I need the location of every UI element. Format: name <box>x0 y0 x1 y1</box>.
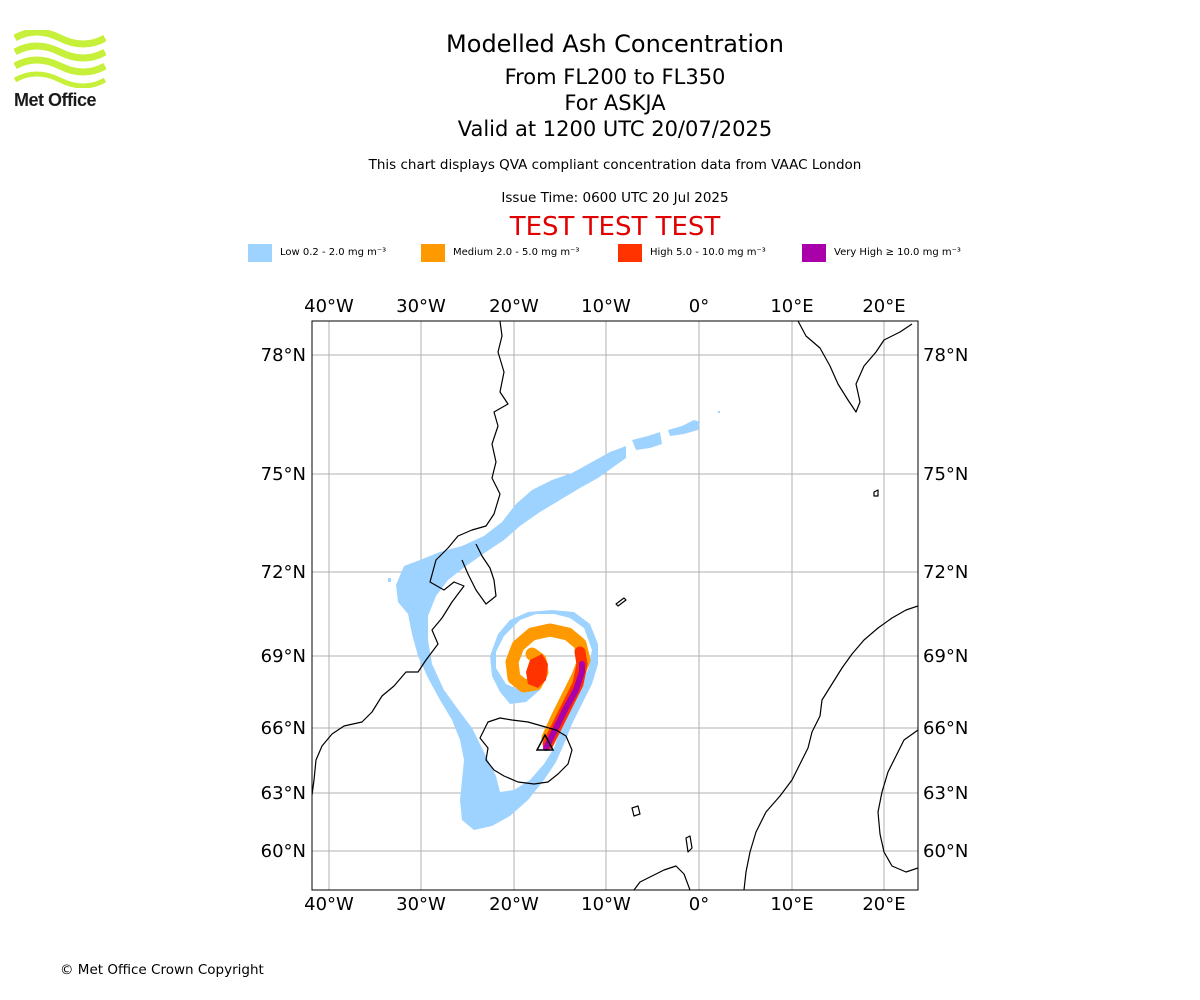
coast-jan-mayen <box>615 597 627 607</box>
lon-label: 40°W <box>304 894 354 915</box>
lat-label: 69°N <box>923 646 968 667</box>
lon-label: 30°W <box>396 296 446 317</box>
chart-title: Modelled Ash Concentration <box>446 30 784 58</box>
valid-time: Valid at 1200 UTC 20/07/2025 <box>457 117 773 141</box>
met-office-wave-icon <box>13 28 107 89</box>
lat-label: 66°N <box>261 718 306 739</box>
coast-scotland <box>633 865 691 890</box>
legend-label-medium: Medium 2.0 - 5.0 mg m⁻³ <box>453 247 580 258</box>
lon-label: 20°W <box>489 894 539 915</box>
ash-layer-low <box>388 411 720 830</box>
coastlines <box>312 321 918 890</box>
legend-swatch-high <box>618 244 642 262</box>
legend-swatch-medium <box>421 244 445 262</box>
volcano-triangle-icon <box>535 733 555 751</box>
lat-label: 60°N <box>261 841 306 862</box>
coast-greenland <box>312 321 509 796</box>
lon-label: 20°W <box>489 296 539 317</box>
lat-labels-right: 78°N 75°N 72°N 69°N 66°N 63°N 60°N <box>923 345 968 862</box>
copyright-notice: © Met Office Crown Copyright <box>60 962 264 978</box>
coast-bear-island <box>873 489 879 497</box>
lon-label: 30°W <box>396 894 446 915</box>
coast-greenland-fjords <box>461 543 497 605</box>
lon-labels-top: 40°W 30°W 20°W 10°W 0° 10°E 20°E <box>304 296 905 317</box>
lat-label: 63°N <box>923 783 968 804</box>
lon-label: 20°E <box>862 894 905 915</box>
lon-label: 0° <box>689 296 709 317</box>
flight-level-range: From FL200 to FL350 <box>504 65 726 89</box>
legend-swatch-very-high <box>802 244 826 262</box>
lat-label: 60°N <box>923 841 968 862</box>
lat-label: 69°N <box>261 646 306 667</box>
legend-label-high: High 5.0 - 10.0 mg m⁻³ <box>650 247 766 258</box>
ash-high-core <box>526 654 548 688</box>
issue-time: Issue Time: 0600 UTC 20 Jul 2025 <box>501 190 729 206</box>
lon-label: 10°E <box>770 894 813 915</box>
lat-labels-left: 78°N 75°N 72°N 69°N 66°N 63°N 60°N <box>261 345 306 862</box>
map-frame <box>311 320 919 891</box>
lon-label: 0° <box>689 894 709 915</box>
volcano-name: For ASKJA <box>564 91 666 115</box>
lat-label: 72°N <box>261 562 306 583</box>
coast-sweden-finland <box>877 729 918 873</box>
ash-low-patch-far-east <box>668 420 700 436</box>
lon-label: 20°E <box>862 296 905 317</box>
lon-labels-bottom: 40°W 30°W 20°W 10°W 0° 10°E 20°E <box>304 894 905 915</box>
chart-subtitle: From FL200 to FL350 For ASKJA Valid at 1… <box>315 64 915 142</box>
lon-label: 10°W <box>581 894 631 915</box>
lon-label: 40°W <box>304 296 354 317</box>
coast-norway <box>743 605 918 890</box>
ash-low-plume-north <box>396 446 626 830</box>
lat-label: 63°N <box>261 783 306 804</box>
legend-label-low: Low 0.2 - 2.0 mg m⁻³ <box>280 247 387 258</box>
lat-label: 78°N <box>261 345 306 366</box>
test-banner: TEST TEST TEST <box>509 212 721 242</box>
lat-label: 66°N <box>923 718 968 739</box>
ash-low-patch-east <box>632 432 662 450</box>
coast-faroe <box>631 805 641 817</box>
coast-shetland <box>685 835 693 853</box>
lat-label: 72°N <box>923 562 968 583</box>
ash-very-high-band <box>543 661 585 751</box>
lat-label: 75°N <box>923 464 968 485</box>
legend-swatch-low <box>248 244 272 262</box>
logo-wordmark: Met Office <box>14 90 97 110</box>
met-office-logo: Met Office <box>13 28 107 112</box>
volcano-marker-askja <box>535 733 555 751</box>
lat-label: 75°N <box>261 464 306 485</box>
ash-layer-very-high <box>543 661 585 751</box>
coast-iceland <box>479 717 573 785</box>
legend-label-very-high: Very High ≥ 10.0 mg m⁻³ <box>834 247 961 258</box>
lon-label: 10°E <box>770 296 813 317</box>
lat-label: 78°N <box>923 345 968 366</box>
coast-svalbard <box>797 321 913 413</box>
lon-label: 10°W <box>581 296 631 317</box>
qva-note: This chart displays QVA compliant concen… <box>368 157 862 173</box>
